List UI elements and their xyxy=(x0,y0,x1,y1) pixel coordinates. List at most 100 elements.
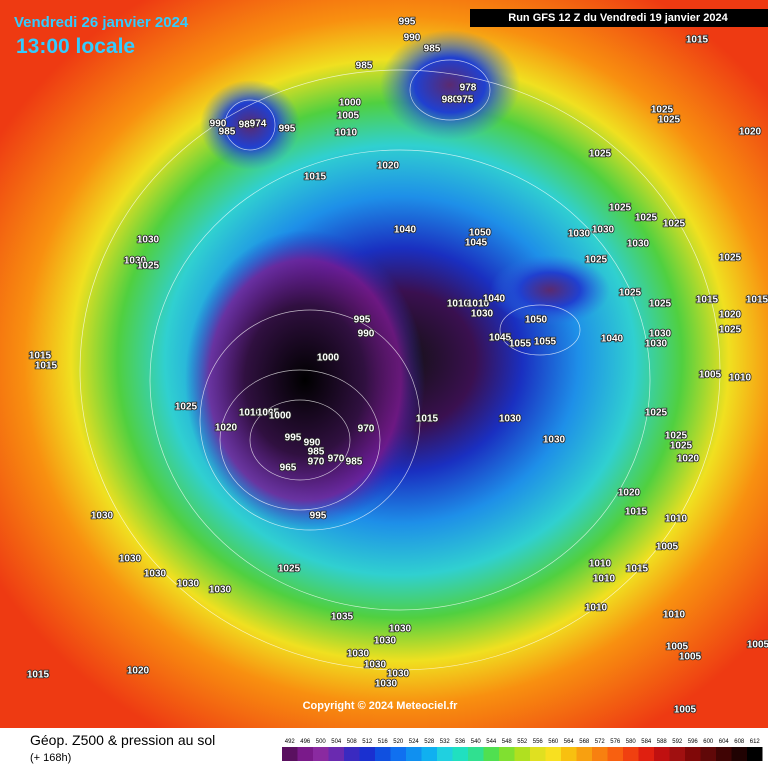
scale-label: 560 xyxy=(548,739,559,745)
scale-swatch xyxy=(421,747,437,761)
scale-label: 548 xyxy=(502,739,513,745)
scale-label: 580 xyxy=(626,739,637,745)
scale-label: 552 xyxy=(517,739,528,745)
footer-lead: (+ 168h) xyxy=(30,752,71,764)
isobar-label: 1010 xyxy=(239,408,262,419)
isobar-label: 1015 xyxy=(27,670,50,681)
isobar-label: 1030 xyxy=(364,660,387,671)
isobar-label: 1025 xyxy=(719,253,742,264)
scale-swatch xyxy=(282,747,298,761)
scale-label: 512 xyxy=(362,739,373,745)
isobar-label: 985 xyxy=(346,457,363,468)
isobar-label: 1030 xyxy=(119,554,142,565)
low-east xyxy=(490,255,610,325)
time: 13:00 locale xyxy=(16,35,135,58)
isobar-label: 1030 xyxy=(471,309,494,320)
isobar-label: 990 xyxy=(358,329,375,340)
scale-swatch xyxy=(731,747,747,761)
isobar-label: 1020 xyxy=(739,127,762,138)
isobars xyxy=(79,59,721,671)
isobar-label: 1025 xyxy=(589,149,612,160)
scale-swatch xyxy=(328,747,344,761)
scale-swatch xyxy=(313,747,329,761)
isobar-label: 985 xyxy=(308,447,325,458)
isobar-label: 1025 xyxy=(658,115,681,126)
scale-swatch xyxy=(390,747,406,761)
scale-label: 536 xyxy=(455,739,466,745)
scale-label: 540 xyxy=(471,739,482,745)
isobar-label: 1030 xyxy=(645,339,668,350)
isobar-label: 1005 xyxy=(747,640,768,651)
isobar-label: 1040 xyxy=(483,294,506,305)
isobar-label: 1000 xyxy=(339,98,362,109)
isobar-label: 1030 xyxy=(144,569,167,580)
isobar-label: 995 xyxy=(285,433,302,444)
scale-label: 528 xyxy=(424,739,435,745)
scale-label: 592 xyxy=(672,739,683,745)
scale-swatch xyxy=(623,747,639,761)
scale-swatch xyxy=(685,747,701,761)
isobar-label: 1030 xyxy=(649,329,672,340)
scale-label: 572 xyxy=(595,739,606,745)
isobar-label: 1025 xyxy=(645,408,668,419)
scale-swatch xyxy=(297,747,313,761)
isobar-label: 1020 xyxy=(618,488,641,499)
scale-swatch xyxy=(452,747,468,761)
low-west xyxy=(200,80,300,170)
isobar-label: 990 xyxy=(210,119,227,130)
date: Vendredi 26 janvier 2024 xyxy=(14,14,189,31)
isobar-label: 1000 xyxy=(317,353,340,364)
scale-label: 576 xyxy=(610,739,621,745)
isobar-label: 1010 xyxy=(665,514,688,525)
isobar-label: 1030 xyxy=(543,435,566,446)
isobar-label: 1030 xyxy=(592,225,615,236)
isobar-label: 1005 xyxy=(679,652,702,663)
isobar-label: 1010 xyxy=(729,373,752,384)
isobar-label: 1030 xyxy=(387,669,410,680)
isobar-label: 995 xyxy=(399,17,416,28)
isobar-label: 1010 xyxy=(467,299,490,310)
isobar-label: 985 xyxy=(219,127,236,138)
isobar-label: 1030 xyxy=(568,229,591,240)
run-info: Run GFS 12 Z du Vendredi 19 janvier 2024 xyxy=(508,12,728,24)
run-box xyxy=(470,9,768,27)
scale-swatch xyxy=(406,747,422,761)
isobar-label: 985 xyxy=(356,61,373,72)
scale-swatch xyxy=(530,747,546,761)
scale-swatch xyxy=(375,747,391,761)
isobar-label: 1030 xyxy=(91,511,114,522)
isobar-label: 995 xyxy=(310,511,327,522)
isobar-label: 1005 xyxy=(674,705,697,716)
isobar-label: 1025 xyxy=(278,564,301,575)
isobar-label: 1045 xyxy=(465,238,488,249)
isobar-label: 1050 xyxy=(525,315,548,326)
low-north xyxy=(380,30,520,140)
isobar-label: 1010 xyxy=(663,610,686,621)
scale-swatch xyxy=(654,747,670,761)
scale-swatch xyxy=(669,747,685,761)
isobar-label: 1015 xyxy=(416,414,439,425)
isobar-label: 1025 xyxy=(609,203,632,214)
isobar-label: 1025 xyxy=(649,299,672,310)
isobar-label: 1015 xyxy=(696,295,719,306)
scale-label: 500 xyxy=(316,739,327,745)
isobar-label: 1030 xyxy=(389,624,412,635)
isobar-label: 1005 xyxy=(257,408,280,419)
isobar-label: 995 xyxy=(279,124,296,135)
isobar-label: 1055 xyxy=(534,337,557,348)
scale-label: 532 xyxy=(440,739,451,745)
isobar-label: 1015 xyxy=(626,564,649,575)
isobar-label: 1030 xyxy=(124,256,147,267)
scale-swatch xyxy=(499,747,515,761)
isobar-label: 1030 xyxy=(137,235,160,246)
isobar-label: 1010 xyxy=(447,299,470,310)
scale-swatch xyxy=(545,747,561,761)
isobar-label: 1015 xyxy=(29,351,52,362)
scale-label: 600 xyxy=(703,739,714,745)
isobar-label: 1010 xyxy=(335,128,358,139)
isobar-label: 1015 xyxy=(686,35,709,46)
isobar-label: 1030 xyxy=(177,579,200,590)
isobar-label: 1010 xyxy=(589,559,612,570)
isobar-label: 975 xyxy=(457,95,474,106)
